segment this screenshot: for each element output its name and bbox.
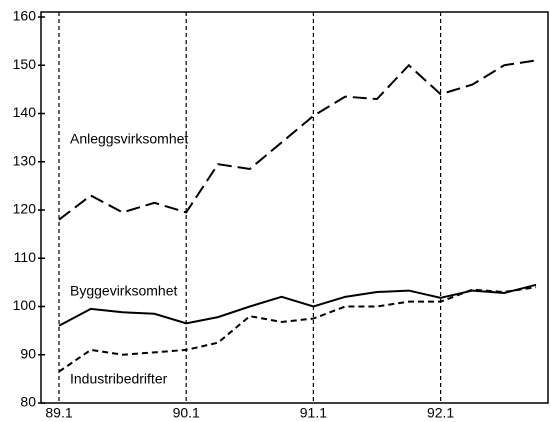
plot-frame [40,11,549,404]
series-label: Byggevirksomhet [70,283,177,299]
series-label: Anleggsvirksomhet [70,131,188,147]
y-tick-label: 160 [13,8,37,24]
series-line [58,283,537,327]
series-line [58,59,537,221]
y-tick-label: 110 [14,249,37,265]
series-line [58,286,537,373]
y-tick-label: 100 [13,297,37,313]
x-tick-label: 90.1 [173,405,200,421]
x-tick-label: 92.1 [427,405,454,421]
y-tick-label: 150 [13,56,37,72]
series-label: Industribedrifter [70,371,168,387]
y-tick-label: 80 [20,394,36,410]
y-tick-label: 90 [20,345,36,361]
x-tick-label: 89.1 [45,405,72,421]
y-tick-label: 140 [13,104,37,120]
y-tick-label: 120 [13,201,37,217]
x-tick-label: 91.1 [300,405,327,421]
y-tick-label: 130 [13,152,37,168]
